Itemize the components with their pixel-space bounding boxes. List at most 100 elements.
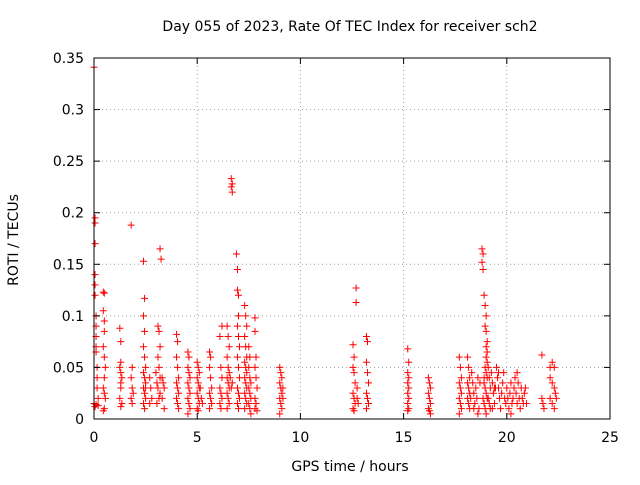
data-point bbox=[184, 363, 192, 371]
data-point bbox=[405, 358, 413, 366]
data-point bbox=[117, 403, 125, 411]
data-point bbox=[502, 400, 510, 408]
data-point bbox=[550, 405, 558, 413]
data-point bbox=[245, 400, 253, 408]
data-point bbox=[424, 389, 432, 397]
data-point bbox=[353, 394, 361, 402]
data-point bbox=[480, 374, 488, 382]
data-point bbox=[158, 394, 166, 402]
data-point bbox=[279, 394, 287, 402]
data-point bbox=[147, 384, 155, 392]
data-point bbox=[174, 384, 182, 392]
data-point bbox=[117, 358, 125, 366]
data-point bbox=[472, 384, 480, 392]
data-point bbox=[216, 332, 224, 340]
data-point bbox=[455, 353, 463, 361]
data-point bbox=[184, 348, 192, 356]
data-point bbox=[100, 327, 108, 335]
data-point bbox=[193, 374, 201, 382]
data-point bbox=[483, 338, 491, 346]
data-point bbox=[99, 343, 107, 351]
data-point bbox=[228, 180, 236, 188]
data-point bbox=[513, 400, 521, 408]
data-point bbox=[173, 394, 181, 402]
y-tick-label: 0.2 bbox=[62, 206, 84, 222]
data-point bbox=[116, 363, 124, 371]
data-point bbox=[489, 389, 497, 397]
data-point bbox=[185, 369, 193, 377]
data-point bbox=[117, 369, 125, 377]
data-point bbox=[353, 384, 361, 392]
data-point bbox=[252, 353, 260, 361]
data-point bbox=[246, 389, 254, 397]
data-point bbox=[223, 389, 231, 397]
data-point bbox=[482, 389, 490, 397]
data-point bbox=[224, 332, 232, 340]
data-point bbox=[405, 384, 413, 392]
data-point bbox=[350, 353, 358, 361]
data-point bbox=[546, 394, 554, 402]
data-point bbox=[206, 348, 214, 356]
data-point bbox=[207, 394, 215, 402]
data-point bbox=[482, 327, 490, 335]
data-point bbox=[499, 379, 507, 387]
data-point bbox=[128, 400, 136, 408]
data-point bbox=[116, 324, 124, 332]
data-point bbox=[218, 394, 226, 402]
data-point bbox=[91, 240, 99, 248]
data-point bbox=[91, 271, 99, 279]
data-point bbox=[470, 405, 478, 413]
labels-layer: 0 5 10 15 20 25 0 0.05 0.1 0.15 0.2 0.25 0.3 0.35 bbox=[53, 51, 619, 446]
x-tick-label: 0 bbox=[90, 430, 99, 446]
data-point bbox=[173, 330, 181, 338]
data-point bbox=[116, 394, 124, 402]
data-point bbox=[156, 343, 164, 351]
data-point bbox=[457, 374, 465, 382]
data-point bbox=[550, 363, 558, 371]
data-point bbox=[185, 400, 193, 408]
data-point bbox=[152, 369, 160, 377]
data-point bbox=[276, 379, 284, 387]
data-point bbox=[354, 400, 362, 408]
data-point bbox=[224, 363, 232, 371]
data-point bbox=[91, 291, 99, 299]
data-point bbox=[405, 374, 413, 382]
data-point bbox=[175, 374, 183, 382]
data-point bbox=[100, 374, 108, 382]
data-point bbox=[186, 374, 194, 382]
data-point bbox=[503, 384, 511, 392]
data-point bbox=[225, 369, 233, 377]
data-point bbox=[223, 322, 231, 330]
data-point bbox=[141, 353, 149, 361]
data-point bbox=[236, 343, 244, 351]
data-point bbox=[511, 374, 519, 382]
data-point bbox=[233, 353, 241, 361]
data-point bbox=[253, 407, 261, 415]
data-point bbox=[117, 338, 125, 346]
data-point bbox=[233, 384, 241, 392]
data-point bbox=[99, 407, 107, 415]
data-point bbox=[175, 389, 183, 397]
data-point bbox=[548, 358, 556, 366]
data-point bbox=[94, 394, 102, 402]
x-tick-label: 15 bbox=[395, 430, 413, 446]
data-point bbox=[225, 400, 233, 408]
data-point bbox=[279, 384, 287, 392]
data-point bbox=[160, 405, 168, 413]
data-point bbox=[140, 343, 148, 351]
data-point bbox=[101, 394, 109, 402]
data-point bbox=[505, 405, 513, 413]
y-tick-label: 0.15 bbox=[53, 257, 84, 273]
data-point bbox=[93, 374, 101, 382]
data-point bbox=[484, 363, 492, 371]
data-point bbox=[425, 379, 433, 387]
data-point bbox=[154, 322, 162, 330]
data-point bbox=[350, 369, 358, 377]
data-point bbox=[174, 338, 182, 346]
y-tick-label: 0.3 bbox=[62, 103, 84, 119]
data-point bbox=[404, 407, 412, 415]
data-point bbox=[480, 291, 488, 299]
data-point bbox=[243, 322, 251, 330]
data-point bbox=[455, 379, 463, 387]
